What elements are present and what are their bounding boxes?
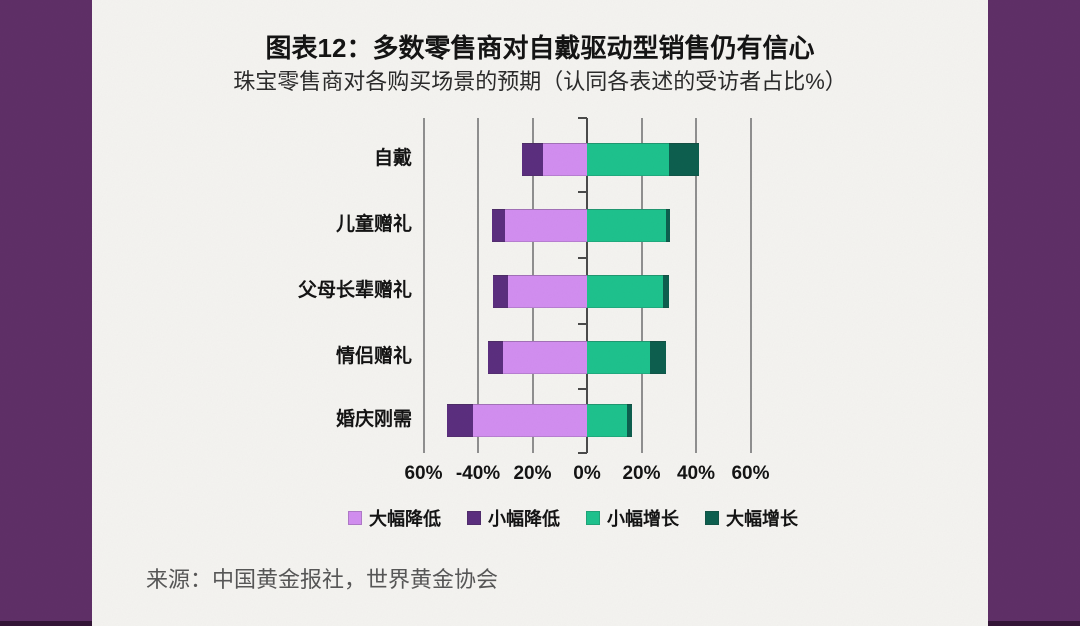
- legend-label: 小幅增长: [607, 509, 679, 529]
- legend-label: 大幅增长: [726, 509, 798, 529]
- bar-segment-大幅增长: [626, 403, 632, 437]
- bar-segment-小幅降低: [491, 208, 506, 242]
- bar-segment-小幅降低: [487, 340, 503, 374]
- axis-tick: [578, 117, 587, 119]
- x-axis-tick-label: 60%: [731, 463, 770, 484]
- axis-tick: [578, 388, 587, 390]
- legend-item: 小幅降低: [467, 505, 560, 531]
- legend-label: 大幅降低: [369, 509, 441, 529]
- legend-item: 大幅降低: [348, 505, 441, 531]
- bar-segment-小幅降低: [492, 274, 508, 308]
- axis-tick: [578, 452, 587, 454]
- bar-segment-大幅降低: [505, 208, 587, 242]
- category-label: 儿童赠礼: [335, 214, 412, 235]
- legend-label: 小幅降低: [488, 509, 560, 529]
- bar-segment-大幅增长: [666, 208, 671, 242]
- legend-swatch: [467, 511, 481, 525]
- bar-segment-大幅降低: [472, 403, 587, 437]
- bar-segment-小幅降低: [446, 403, 473, 437]
- bar-segment-小幅降低: [521, 142, 544, 176]
- bar-segment-小幅增长: [587, 274, 664, 308]
- gridline: [749, 118, 752, 453]
- legend-swatch: [586, 511, 600, 525]
- bar-segment-大幅降低: [502, 340, 587, 374]
- bar-segment-大幅降低: [543, 142, 587, 176]
- axis-tick: [578, 257, 587, 259]
- legend-item: 小幅增长: [586, 505, 679, 531]
- category-label: 自戴: [373, 148, 412, 169]
- bar-segment-大幅增长: [649, 340, 667, 374]
- legend-swatch: [348, 511, 362, 525]
- category-label: 父母长辈赠礼: [297, 280, 412, 301]
- bar-segment-大幅增长: [663, 274, 669, 308]
- bar-segment-小幅增长: [587, 403, 627, 437]
- legend-swatch: [705, 511, 719, 525]
- axis-tick: [578, 191, 587, 193]
- axis-tick: [578, 323, 587, 325]
- legend-item: 大幅增长: [705, 505, 798, 531]
- bar-segment-大幅增长: [668, 142, 699, 176]
- gridline: [422, 118, 425, 453]
- category-label: 婚庆刚需: [335, 409, 412, 430]
- source-note: 来源：中国黄金报社，世界黄金协会: [146, 567, 499, 592]
- category-label: 情侣赠礼: [335, 346, 412, 367]
- bar-segment-小幅增长: [587, 340, 650, 374]
- bar-segment-大幅降低: [507, 274, 587, 308]
- bar-segment-小幅增长: [587, 142, 669, 176]
- legend: 大幅降低 小幅降低 小幅增长 大幅增长: [125, 504, 1021, 532]
- bar-segment-小幅增长: [587, 208, 667, 242]
